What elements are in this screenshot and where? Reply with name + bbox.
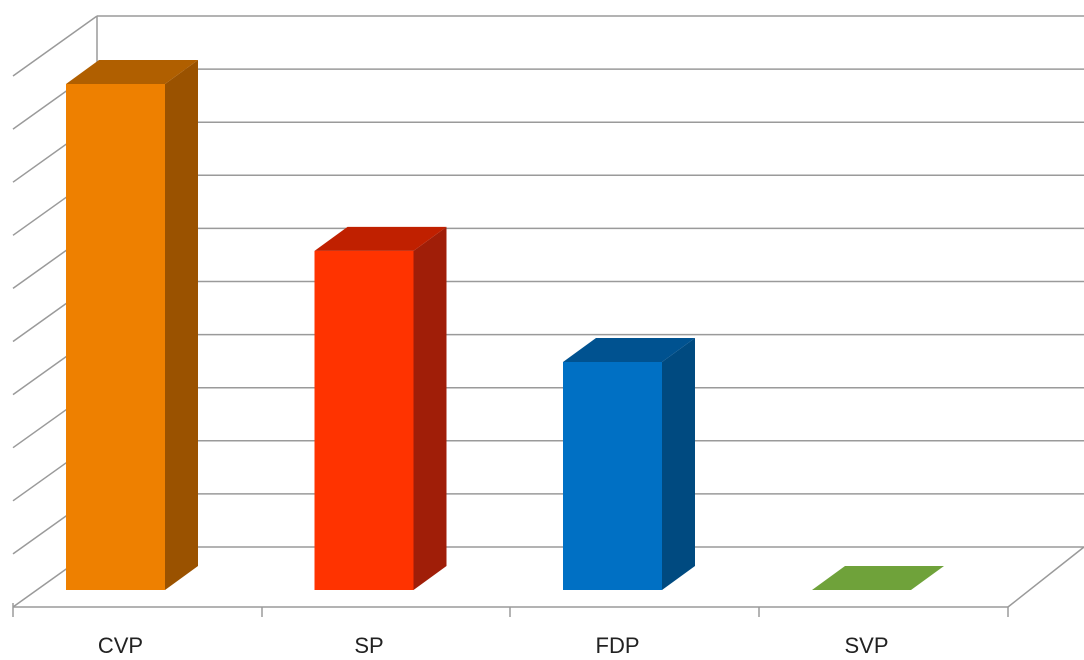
floor-right-edge (1007, 546, 1084, 608)
gridline-side (12, 15, 98, 77)
bar-front (314, 250, 414, 590)
bar-side (413, 226, 447, 590)
bar-front (563, 362, 662, 590)
bar-top (812, 566, 944, 590)
x-tick-label: FDP (596, 633, 640, 655)
x-tick-label: SP (354, 633, 383, 655)
bar-top (563, 338, 695, 363)
bar-top (66, 60, 198, 85)
axis-layer: CVP SP FDP SVP (12, 546, 1084, 658)
bar-top (314, 226, 447, 251)
bar-front (66, 84, 165, 590)
bar-fdp (563, 338, 695, 590)
x-tick-label: CVP (98, 633, 143, 655)
bar-layer (66, 60, 944, 591)
bar-svp (812, 566, 944, 590)
bar-cvp (66, 60, 198, 591)
bar-side (165, 60, 198, 591)
bar-side (662, 338, 695, 590)
bar-sp (314, 226, 447, 590)
x-tick-label: SVP (844, 633, 888, 655)
